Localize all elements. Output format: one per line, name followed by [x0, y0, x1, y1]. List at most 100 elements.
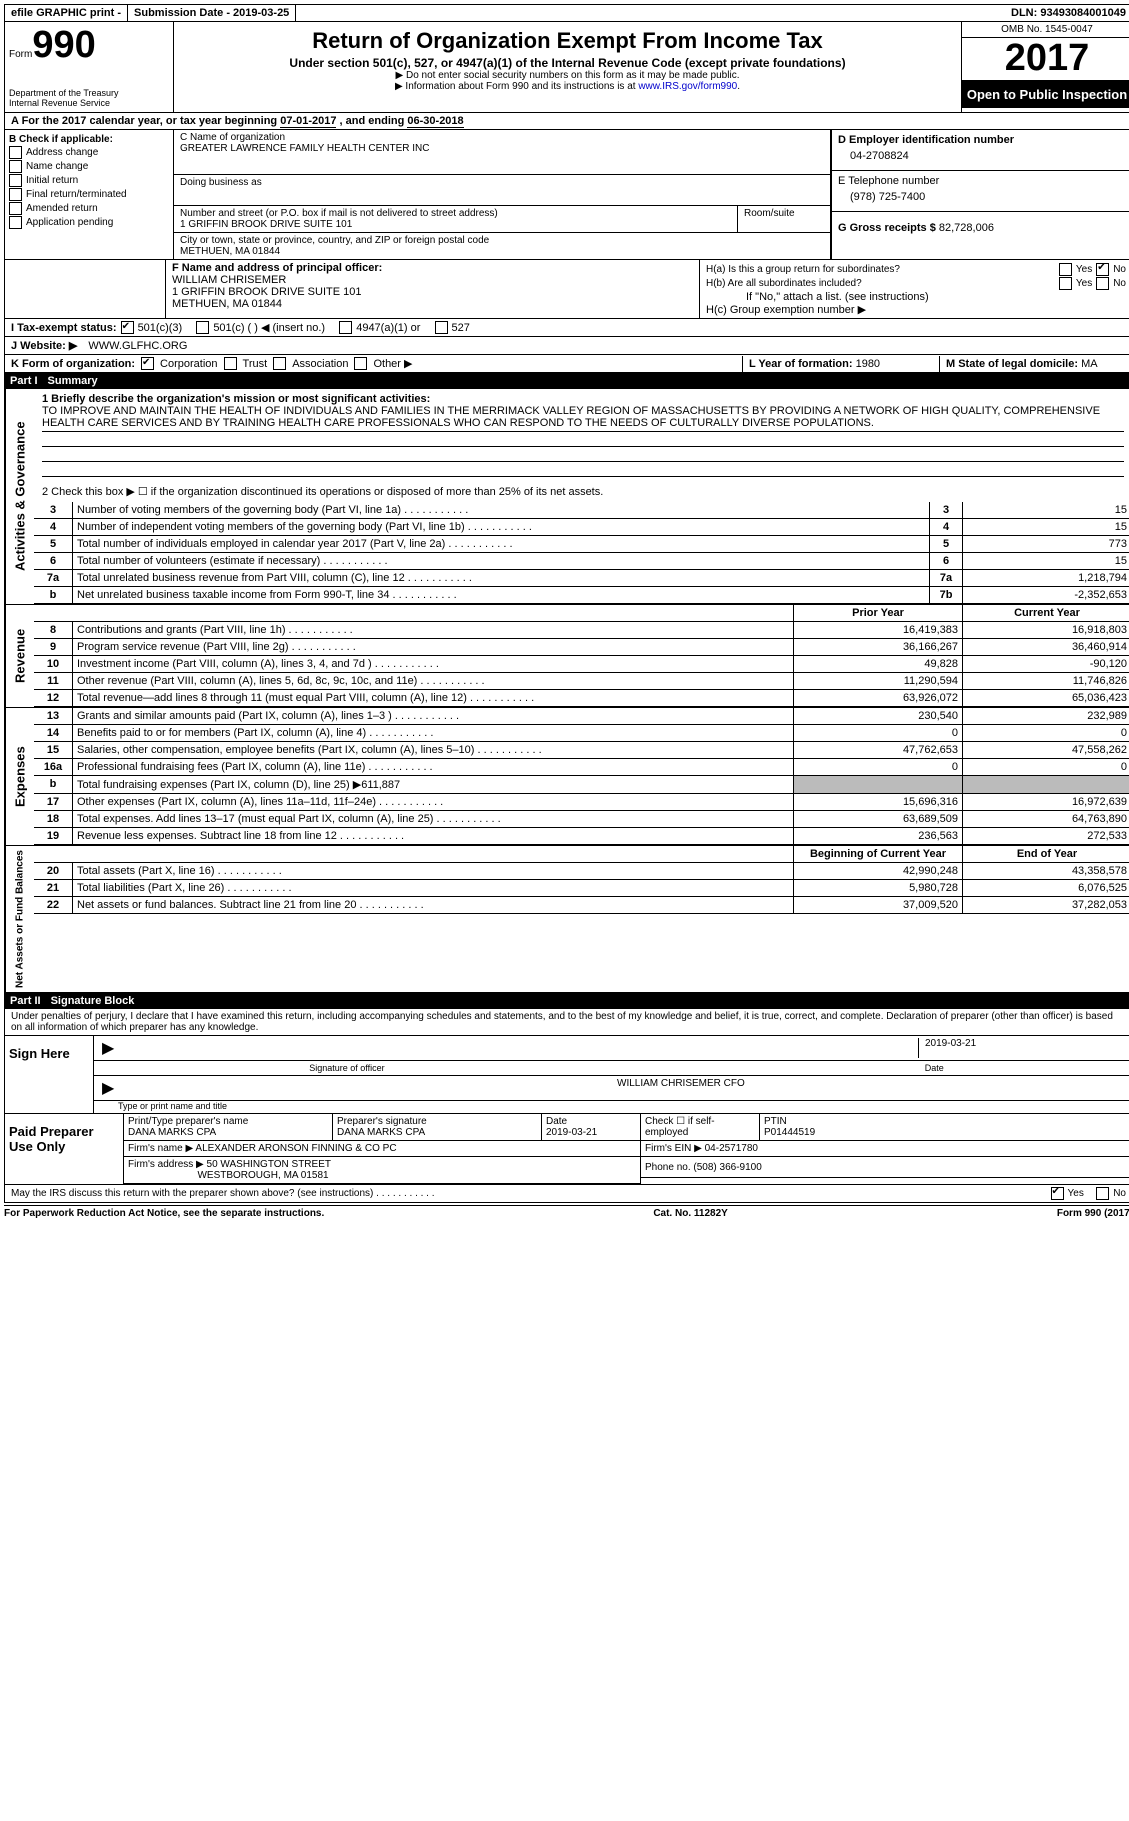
governance-table: 3 Number of voting members of the govern…	[34, 502, 1129, 604]
cb-hb-yes[interactable]	[1059, 277, 1072, 290]
hb-label: H(b) Are all subordinates included?	[706, 278, 1055, 289]
current-year-value: 6,076,525	[963, 880, 1129, 897]
line-box: 5	[930, 536, 963, 553]
line-desc: Number of independent voting members of …	[73, 519, 930, 536]
perjury-text: Under penalties of perjury, I declare th…	[5, 1009, 1129, 1036]
activities-governance-section: Activities & Governance 1 Briefly descri…	[4, 389, 1129, 605]
g-gross-label: G Gross receipts $	[838, 222, 936, 234]
line-box: 4	[930, 519, 963, 536]
cb-discuss-yes[interactable]	[1051, 1187, 1064, 1200]
col-prior-year: Prior Year	[794, 605, 963, 622]
f-label: F Name and address of principal officer:	[172, 262, 693, 274]
cb-501c[interactable]	[196, 321, 209, 334]
dba-label: Doing business as	[180, 177, 824, 188]
line-number: 12	[34, 690, 73, 707]
line-value: -2,352,653	[963, 587, 1129, 604]
cb-trust[interactable]	[224, 357, 237, 370]
efile-button[interactable]: efile GRAPHIC print -	[5, 5, 128, 21]
line-number: 9	[34, 639, 73, 656]
signature-block: Under penalties of perjury, I declare th…	[4, 1009, 1129, 1203]
table-row: 14 Benefits paid to or for members (Part…	[34, 725, 1129, 742]
cb-association[interactable]	[273, 357, 286, 370]
cb-initial-return[interactable]	[9, 174, 22, 187]
prior-year-value: 230,540	[794, 708, 963, 725]
header-center: Return of Organization Exempt From Incom…	[174, 22, 961, 112]
line-desc: Total number of individuals employed in …	[73, 536, 930, 553]
line-number: 16a	[34, 759, 73, 776]
city-label: City or town, state or province, country…	[180, 235, 824, 246]
prior-year-value: 47,762,653	[794, 742, 963, 759]
prep-name-value: DANA MARKS CPA	[128, 1127, 216, 1138]
lbl-address-change: Address change	[26, 147, 98, 158]
form-prefix: Form	[9, 49, 32, 60]
cb-4947[interactable]	[339, 321, 352, 334]
cb-ha-no[interactable]	[1096, 263, 1109, 276]
cb-ha-yes[interactable]	[1059, 263, 1072, 276]
arrow-icon: ▶	[98, 1038, 309, 1058]
ha-label: H(a) Is this a group return for subordin…	[706, 264, 1055, 275]
prior-year-value: 49,828	[794, 656, 963, 673]
cb-501c3[interactable]	[121, 321, 134, 334]
discuss-text: May the IRS discuss this return with the…	[11, 1188, 373, 1199]
prior-year-value: 0	[794, 725, 963, 742]
cb-application-pending[interactable]	[9, 216, 22, 229]
type-name-label: Type or print name and title	[94, 1101, 1129, 1113]
line-value: 15	[963, 502, 1129, 519]
table-row: 7a Total unrelated business revenue from…	[34, 570, 1129, 587]
hb-note: If "No," attach a list. (see instruction…	[706, 291, 1126, 303]
discuss-row: May the IRS discuss this return with the…	[5, 1184, 1129, 1202]
cb-527[interactable]	[435, 321, 448, 334]
cb-address-change[interactable]	[9, 146, 22, 159]
table-row: 9 Program service revenue (Part VIII, li…	[34, 639, 1129, 656]
cb-hb-no[interactable]	[1096, 277, 1109, 290]
lbl-initial-return: Initial return	[26, 175, 78, 186]
cb-corporation[interactable]	[141, 357, 154, 370]
lbl-501c3: 501(c)(3)	[138, 322, 183, 334]
cb-other[interactable]	[354, 357, 367, 370]
lbl-association: Association	[292, 358, 348, 370]
line-number: 13	[34, 708, 73, 725]
form990-link[interactable]: www.IRS.gov/form990	[638, 81, 737, 92]
table-row: 4 Number of independent voting members o…	[34, 519, 1129, 536]
cb-amended-return[interactable]	[9, 202, 22, 215]
table-row: 5 Total number of individuals employed i…	[34, 536, 1129, 553]
current-year-value: 11,746,826	[963, 673, 1129, 690]
current-year-value: 36,460,914	[963, 639, 1129, 656]
prior-year-value: 63,689,509	[794, 811, 963, 828]
line-desc: Benefits paid to or for members (Part IX…	[73, 725, 794, 742]
cb-discuss-no[interactable]	[1096, 1187, 1109, 1200]
part2-label: Part II	[10, 995, 41, 1007]
line-desc: Total number of volunteers (estimate if …	[73, 553, 930, 570]
table-row: 22 Net assets or fund balances. Subtract…	[34, 897, 1129, 914]
d-ein-value: 04-2708824	[838, 146, 1126, 166]
line-value: 15	[963, 519, 1129, 536]
lbl-501c: 501(c) ( ) ◀ (insert no.)	[213, 321, 325, 334]
lbl-527: 527	[452, 322, 470, 334]
col-c-org: C Name of organization GREATER LAWRENCE …	[174, 130, 831, 259]
revenue-section: Revenue Prior Year Current Year 8 Contri…	[4, 605, 1129, 708]
table-row: 21 Total liabilities (Part X, line 26) 5…	[34, 880, 1129, 897]
current-year-value: 232,989	[963, 708, 1129, 725]
form-title: Return of Organization Exempt From Incom…	[182, 28, 953, 54]
line-box: 7b	[930, 587, 963, 604]
net-assets-table: Beginning of Current Year End of Year 20…	[34, 846, 1129, 914]
row-i-tax-exempt: I Tax-exempt status: 501(c)(3) 501(c) ( …	[4, 319, 1129, 337]
prep-sig-value: DANA MARKS CPA	[337, 1127, 425, 1138]
line-desc: Salaries, other compensation, employee b…	[73, 742, 794, 759]
lbl-4947: 4947(a)(1) or	[356, 322, 420, 334]
officer-name-title: WILLIAM CHRISEMER CFO	[617, 1078, 1128, 1098]
cb-final-return[interactable]	[9, 188, 22, 201]
m-label: M State of legal domicile:	[946, 358, 1078, 370]
note-info: ▶ Information about Form 990 and its ins…	[182, 81, 953, 92]
net-assets-section: Net Assets or Fund Balances Beginning of…	[4, 846, 1129, 993]
current-year-value: 43,358,578	[963, 863, 1129, 880]
table-row: 11 Other revenue (Part VIII, column (A),…	[34, 673, 1129, 690]
dept-text: Department of the Treasury	[9, 88, 169, 98]
table-row: b Total fundraising expenses (Part IX, c…	[34, 776, 1129, 794]
prior-year-value: 36,166,267	[794, 639, 963, 656]
prior-year-value: 11,290,594	[794, 673, 963, 690]
footer: For Paperwork Reduction Act Notice, see …	[4, 1205, 1129, 1221]
cb-name-change[interactable]	[9, 160, 22, 173]
form-number: 990	[32, 24, 95, 66]
line-number: 14	[34, 725, 73, 742]
